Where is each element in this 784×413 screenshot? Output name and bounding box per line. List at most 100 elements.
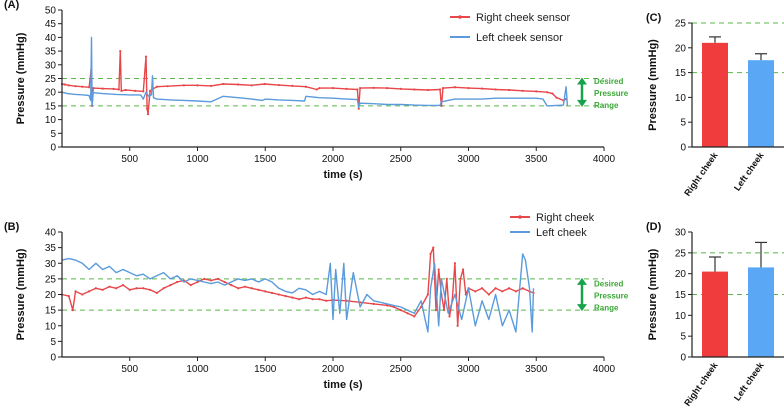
- x-tick-label: 500: [121, 154, 138, 165]
- data-point: [128, 288, 131, 291]
- x-tick-label: 4000: [593, 364, 616, 375]
- data-point: [189, 284, 192, 287]
- data-point: [372, 86, 375, 89]
- y-tick-label: 15: [45, 101, 57, 112]
- data-point: [413, 88, 416, 91]
- data-point: [434, 309, 438, 312]
- data-point: [508, 287, 511, 290]
- x-tick-label: 3500: [525, 154, 548, 165]
- panel-label: (B): [4, 221, 20, 233]
- data-point: [487, 293, 490, 296]
- data-point: [81, 293, 84, 296]
- data-point: [155, 291, 158, 295]
- data-point: [426, 293, 429, 296]
- data-point: [222, 82, 225, 86]
- y-axis-title: Pressure (mmHg): [647, 39, 659, 131]
- panel-label: (A): [4, 0, 20, 11]
- data-point: [291, 84, 294, 87]
- y-tick-label: 50: [45, 6, 57, 17]
- data-point: [74, 85, 77, 88]
- data-point: [237, 83, 240, 86]
- x-tick-label: 2000: [322, 154, 345, 165]
- y-tick-label: 30: [45, 60, 57, 71]
- data-point: [399, 309, 402, 312]
- panel-label: (C): [646, 12, 662, 24]
- legend-label: Left cheek sensor: [476, 32, 563, 44]
- data-point: [480, 87, 484, 90]
- bar-category-label: Left cheek: [732, 150, 766, 193]
- data-point: [429, 252, 432, 255]
- data-point: [63, 83, 66, 86]
- y-tick-label: 15: [45, 306, 57, 317]
- data-point: [146, 113, 150, 116]
- data-point: [372, 302, 375, 305]
- data-point: [399, 87, 402, 91]
- data-point: [145, 107, 149, 110]
- bar-chart-2: (C) Right cheek Left cheek 0 5 10 15 20 25 Pressu…: [646, 12, 784, 198]
- data-point: [555, 96, 558, 99]
- bar-category-label: Right cheek: [682, 150, 720, 198]
- y-tick-label: 5: [680, 332, 686, 343]
- legend-marker: [518, 215, 522, 219]
- data-point: [318, 298, 321, 301]
- x-tick-label: 1000: [186, 154, 209, 165]
- data-point: [67, 84, 70, 87]
- range-arrow-head-down: [577, 304, 587, 312]
- data-point: [277, 293, 280, 296]
- data-point: [203, 277, 206, 280]
- y-axis-title: Pressure (mmHg): [15, 32, 27, 124]
- bar-left-cheek: [748, 267, 774, 357]
- data-point: [551, 92, 554, 95]
- data-point: [119, 50, 122, 53]
- data-point: [182, 84, 186, 87]
- data-point: [101, 288, 104, 291]
- y-tick-label: 20: [675, 43, 687, 54]
- x-axis-title: time (s): [323, 379, 362, 391]
- data-point: [392, 305, 396, 309]
- data-point: [237, 287, 240, 290]
- legend-label: Left cheek: [536, 227, 587, 239]
- bar-right-cheek: [702, 42, 728, 148]
- bar-chart-3: (D) Right cheek Left cheek 0 5 10 15 20 25 30 Pres…: [646, 221, 784, 408]
- range-arrow-head-up: [577, 277, 587, 285]
- data-point: [209, 279, 213, 282]
- data-point: [162, 287, 165, 290]
- panel-label: (D): [646, 221, 662, 233]
- data-point: [135, 287, 138, 290]
- data-point: [325, 299, 328, 302]
- data-point: [448, 315, 451, 318]
- data-point: [535, 90, 538, 93]
- line-chart-0: (A) 0 5 10 15 20 25 30 35 40 45 50 500 1000 1500 2000 25…: [4, 0, 629, 181]
- data-point: [155, 85, 158, 88]
- data-point: [230, 284, 233, 287]
- data-point: [264, 290, 267, 293]
- data-point: [134, 89, 137, 92]
- range-label-word: Range: [594, 304, 619, 313]
- y-tick-label: 15: [675, 68, 687, 79]
- range-label-word: Desired: [594, 280, 623, 289]
- x-tick-label: 2500: [390, 154, 413, 165]
- data-point: [144, 55, 148, 58]
- data-point: [318, 86, 321, 90]
- data-point: [426, 88, 429, 92]
- data-point: [521, 89, 524, 92]
- data-point: [250, 287, 253, 290]
- x-tick-label: 1500: [254, 364, 277, 375]
- y-tick-label: 5: [680, 118, 686, 129]
- legend-label: Right cheek sensor: [476, 12, 570, 24]
- y-tick-label: 10: [675, 93, 687, 104]
- y-tick-label: 10: [675, 311, 687, 322]
- data-point: [304, 85, 307, 88]
- y-tick-label: 20: [675, 269, 687, 280]
- data-point: [88, 86, 91, 89]
- data-point: [117, 88, 121, 91]
- data-point: [456, 324, 459, 327]
- x-axis-title: time (s): [323, 169, 362, 181]
- y-tick-label: 35: [45, 243, 57, 254]
- data-point: [438, 88, 442, 91]
- data-point: [142, 90, 145, 93]
- data-point: [142, 287, 145, 290]
- bar-category-label: Left cheek: [732, 360, 766, 403]
- data-point: [501, 290, 504, 293]
- y-tick-label: 20: [45, 290, 57, 301]
